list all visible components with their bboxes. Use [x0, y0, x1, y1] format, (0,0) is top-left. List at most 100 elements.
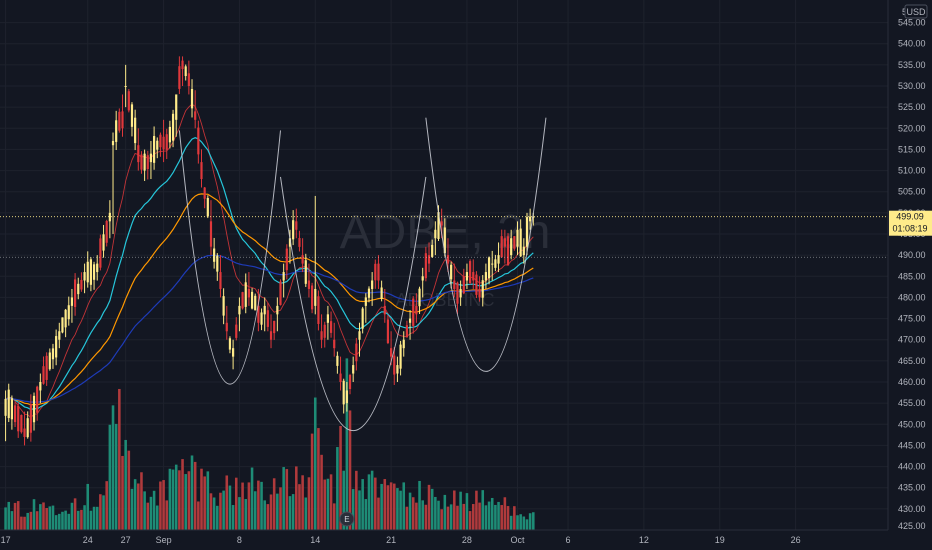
candle-body[interactable] — [494, 259, 497, 268]
candle-body[interactable] — [506, 236, 510, 266]
candle-body[interactable] — [206, 198, 209, 217]
candle-body[interactable] — [64, 309, 67, 328]
candle-body[interactable] — [405, 325, 408, 338]
candle-body[interactable] — [250, 291, 254, 309]
candle-body[interactable] — [10, 398, 13, 420]
candle-body[interactable] — [424, 253, 427, 279]
candle-body[interactable] — [415, 305, 418, 315]
candle-body[interactable] — [323, 324, 326, 338]
candle-body[interactable] — [431, 244, 434, 257]
candle-body[interactable] — [32, 395, 36, 423]
candle-body[interactable] — [326, 314, 329, 323]
candle-body[interactable] — [519, 228, 522, 257]
candle-body[interactable] — [475, 274, 478, 295]
candle-body[interactable] — [342, 380, 345, 405]
candle-body[interactable] — [491, 263, 494, 265]
candle-body[interactable] — [26, 418, 29, 438]
candle-body[interactable] — [383, 305, 386, 315]
candle-body[interactable] — [96, 263, 99, 273]
candle-body[interactable] — [225, 322, 228, 332]
candle-body[interactable] — [481, 280, 484, 298]
candle-body[interactable] — [386, 319, 390, 344]
candle-body[interactable] — [235, 324, 238, 338]
candle-body[interactable] — [13, 405, 17, 423]
candle-body[interactable] — [162, 136, 165, 150]
candle-body[interactable] — [80, 279, 83, 290]
candle-body[interactable] — [108, 212, 111, 222]
candle-body[interactable] — [516, 229, 519, 247]
candle-body[interactable] — [222, 296, 225, 316]
candle-body[interactable] — [345, 390, 348, 404]
candle-body[interactable] — [190, 89, 194, 109]
candle-body[interactable] — [209, 221, 213, 247]
candle-body[interactable] — [301, 255, 304, 264]
candle-body[interactable] — [181, 60, 184, 70]
candle-body[interactable] — [412, 298, 415, 326]
price-axis[interactable]: 5 USD 545.00540.00535.00530.00525.00520.… — [887, 0, 932, 550]
candle-body[interactable] — [175, 94, 178, 120]
candle-body[interactable] — [61, 317, 64, 333]
candle-body[interactable] — [311, 285, 314, 310]
candle-body[interactable] — [260, 312, 263, 325]
candle-body[interactable] — [29, 403, 32, 433]
candle-body[interactable] — [380, 287, 383, 299]
candle-body[interactable] — [171, 113, 175, 141]
candle-body[interactable] — [377, 263, 380, 281]
candle-body[interactable] — [55, 336, 58, 358]
candle-body[interactable] — [367, 288, 371, 298]
candle-body[interactable] — [437, 212, 440, 239]
candle-body[interactable] — [364, 297, 367, 306]
candle-body[interactable] — [23, 428, 26, 437]
candle-body[interactable] — [121, 111, 124, 129]
candle-body[interactable] — [77, 283, 80, 295]
candle-body[interactable] — [402, 339, 405, 349]
candle-body[interactable] — [393, 355, 396, 375]
candle-body[interactable] — [500, 236, 503, 258]
candle-body[interactable] — [70, 297, 74, 306]
candle-body[interactable] — [42, 366, 45, 384]
candle-body[interactable] — [320, 331, 323, 340]
candle-body[interactable] — [4, 398, 7, 416]
candle-body[interactable] — [254, 295, 257, 311]
candle-body[interactable] — [374, 263, 377, 281]
candle-body[interactable] — [484, 272, 487, 281]
candle-body[interactable] — [89, 259, 92, 285]
candle-body[interactable] — [200, 162, 203, 180]
candle-body[interactable] — [307, 280, 311, 289]
candle-body[interactable] — [83, 272, 86, 281]
candle-body[interactable] — [143, 153, 146, 171]
candle-body[interactable] — [371, 280, 374, 289]
candle-body[interactable] — [478, 288, 481, 298]
candle-body[interactable] — [7, 389, 10, 419]
candle-body[interactable] — [263, 305, 266, 315]
candle-body[interactable] — [472, 272, 475, 281]
candle-body[interactable] — [361, 308, 364, 329]
candle-body[interactable] — [298, 238, 301, 247]
candle-body[interactable] — [396, 365, 399, 374]
candle-body[interactable] — [153, 136, 156, 163]
candle-body[interactable] — [184, 66, 187, 77]
candle-body[interactable] — [115, 120, 118, 142]
candle-body[interactable] — [440, 221, 443, 226]
candlesticks[interactable] — [4, 56, 535, 446]
earnings-icon[interactable] — [339, 511, 355, 527]
candle-body[interactable] — [244, 282, 247, 307]
candle-body[interactable] — [187, 73, 190, 86]
candle-body[interactable] — [48, 352, 51, 370]
candle-body[interactable] — [329, 321, 333, 333]
earnings-marker[interactable]: E — [339, 511, 355, 527]
candle-body[interactable] — [39, 382, 42, 391]
candle-body[interactable] — [525, 217, 529, 247]
candle-body[interactable] — [266, 310, 269, 327]
candle-body[interactable] — [304, 260, 307, 284]
candle-body[interactable] — [510, 238, 513, 256]
candle-body[interactable] — [194, 111, 197, 120]
candle-body[interactable] — [213, 248, 216, 262]
candle-body[interactable] — [17, 405, 20, 432]
candle-body[interactable] — [487, 257, 491, 279]
candle-body[interactable] — [273, 320, 276, 334]
candle-body[interactable] — [269, 331, 273, 340]
candle-body[interactable] — [465, 272, 469, 281]
candle-body[interactable] — [339, 373, 342, 382]
